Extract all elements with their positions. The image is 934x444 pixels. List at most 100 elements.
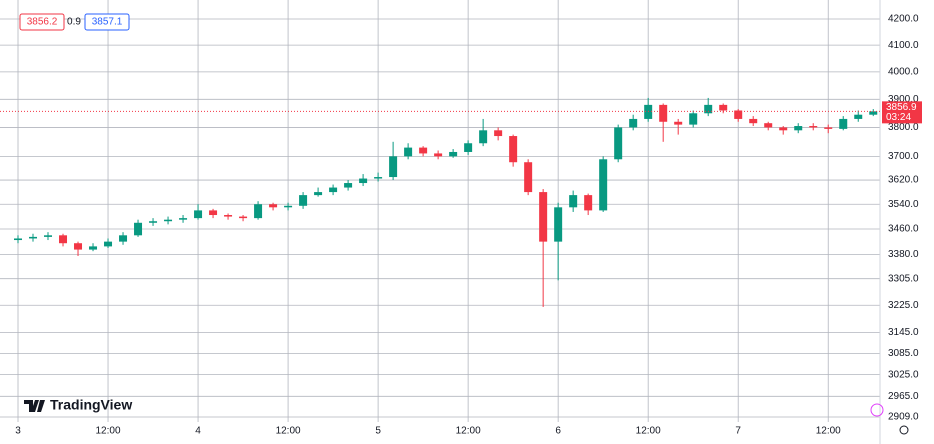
- sell-box[interactable]: [19, 13, 65, 31]
- candle-body: [269, 204, 278, 208]
- candle-body: [404, 147, 413, 157]
- candles: [14, 97, 878, 307]
- x-tick-label: 4: [195, 426, 201, 437]
- x-tick-label: 12:00: [96, 426, 121, 437]
- candle-body: [854, 114, 863, 119]
- candle-body: [494, 130, 503, 137]
- candle-body: [224, 215, 233, 217]
- candle-body: [734, 110, 743, 119]
- y-tick-label: 4000.0: [888, 67, 919, 78]
- candle-body: [629, 118, 638, 128]
- candle-body: [329, 187, 338, 193]
- candle-body: [44, 235, 53, 237]
- x-tick-label: 12:00: [456, 426, 481, 437]
- settings-icon[interactable]: [899, 425, 909, 435]
- candle-body: [389, 156, 398, 178]
- x-tick-label: 12:00: [816, 426, 841, 437]
- candle-body: [689, 113, 698, 125]
- candle-body: [449, 151, 458, 157]
- candle-body: [89, 246, 98, 250]
- candle-body: [644, 104, 653, 119]
- brand-logo: TradingView: [24, 397, 132, 413]
- sell-price[interactable]: 3856.2: [27, 17, 58, 28]
- candle-body: [254, 204, 263, 219]
- y-tick-label: 3700.0: [888, 151, 919, 162]
- y-tick-label: 2965.0: [888, 391, 919, 402]
- candle-body: [119, 235, 128, 242]
- candle-body: [299, 195, 308, 206]
- x-tick-label: 12:00: [636, 426, 661, 437]
- candle-body: [29, 236, 38, 239]
- y-tick-label: 3145.0: [888, 327, 919, 338]
- countdown: 03:24: [886, 112, 911, 123]
- candle-body: [314, 192, 323, 196]
- x-tick-label: 5: [375, 426, 381, 437]
- candle-body: [599, 159, 608, 211]
- x-tick-label: 3: [15, 426, 21, 437]
- grid: [0, 0, 881, 444]
- candle-body: [149, 221, 158, 223]
- candle-body: [539, 192, 548, 242]
- y-tick-label: 3620.0: [888, 175, 919, 186]
- y-tick-label: 3305.0: [888, 273, 919, 284]
- y-tick-label: 4200.0: [888, 14, 919, 25]
- candle-body: [794, 126, 803, 131]
- candle-body: [419, 147, 428, 154]
- candle-body: [359, 178, 368, 184]
- y-tick-label: 3025.0: [888, 369, 919, 380]
- candle-body: [434, 153, 443, 157]
- candle-body: [179, 218, 188, 220]
- candle-body: [614, 127, 623, 160]
- alert-icon[interactable]: [870, 403, 884, 417]
- candle-body: [764, 123, 773, 128]
- candle-body: [134, 222, 143, 236]
- y-tick-label: 4100.0: [888, 40, 919, 51]
- last-price-label: 3856.9: [886, 102, 917, 113]
- candle-body: [569, 195, 578, 208]
- candle-body: [464, 143, 473, 152]
- y-tick-label: 3225.0: [888, 300, 919, 311]
- last-price-tag: [882, 101, 922, 124]
- candle-body: [194, 210, 203, 219]
- candle-body: [509, 136, 518, 163]
- candle-body: [524, 162, 533, 193]
- spread: 0.9: [67, 17, 81, 28]
- x-tick-label: 7: [735, 426, 741, 437]
- y-tick-label: 2909.0: [888, 412, 919, 423]
- y-tick-label: 3460.0: [888, 224, 919, 235]
- brand: TradingView: [50, 397, 132, 413]
- y-tick-label: 3085.0: [888, 348, 919, 359]
- candle-body: [344, 183, 353, 188]
- candle-body: [584, 195, 593, 211]
- candle-body: [839, 118, 848, 129]
- y-tick-label: 3540.0: [888, 199, 919, 210]
- candle-body: [779, 127, 788, 131]
- candle-body: [869, 111, 878, 115]
- candle-body: [74, 243, 83, 250]
- x-tick-label: 6: [555, 426, 561, 437]
- candle-body: [284, 205, 293, 208]
- candle-body: [164, 219, 173, 222]
- buy-price[interactable]: 3857.1: [92, 17, 123, 28]
- candle-body: [374, 177, 383, 179]
- candle-body: [104, 241, 113, 247]
- y-tick-label: 3900.0: [888, 94, 919, 105]
- candle-body: [824, 127, 833, 129]
- buy-box[interactable]: [84, 13, 130, 31]
- candle-body: [809, 126, 818, 128]
- candle-body: [674, 121, 683, 125]
- candle-body: [749, 118, 758, 124]
- candle-body: [554, 207, 563, 242]
- candle-body: [704, 104, 713, 114]
- x-tick-label: 12:00: [276, 426, 301, 437]
- candle-body: [719, 104, 728, 111]
- candle-body: [59, 235, 68, 244]
- candle-body: [479, 130, 488, 144]
- candle-body: [659, 104, 668, 122]
- candle-body: [209, 210, 218, 216]
- y-tick-label: 3380.0: [888, 249, 919, 260]
- y-tick-label: 3800.0: [888, 122, 919, 133]
- candle-body: [239, 216, 248, 219]
